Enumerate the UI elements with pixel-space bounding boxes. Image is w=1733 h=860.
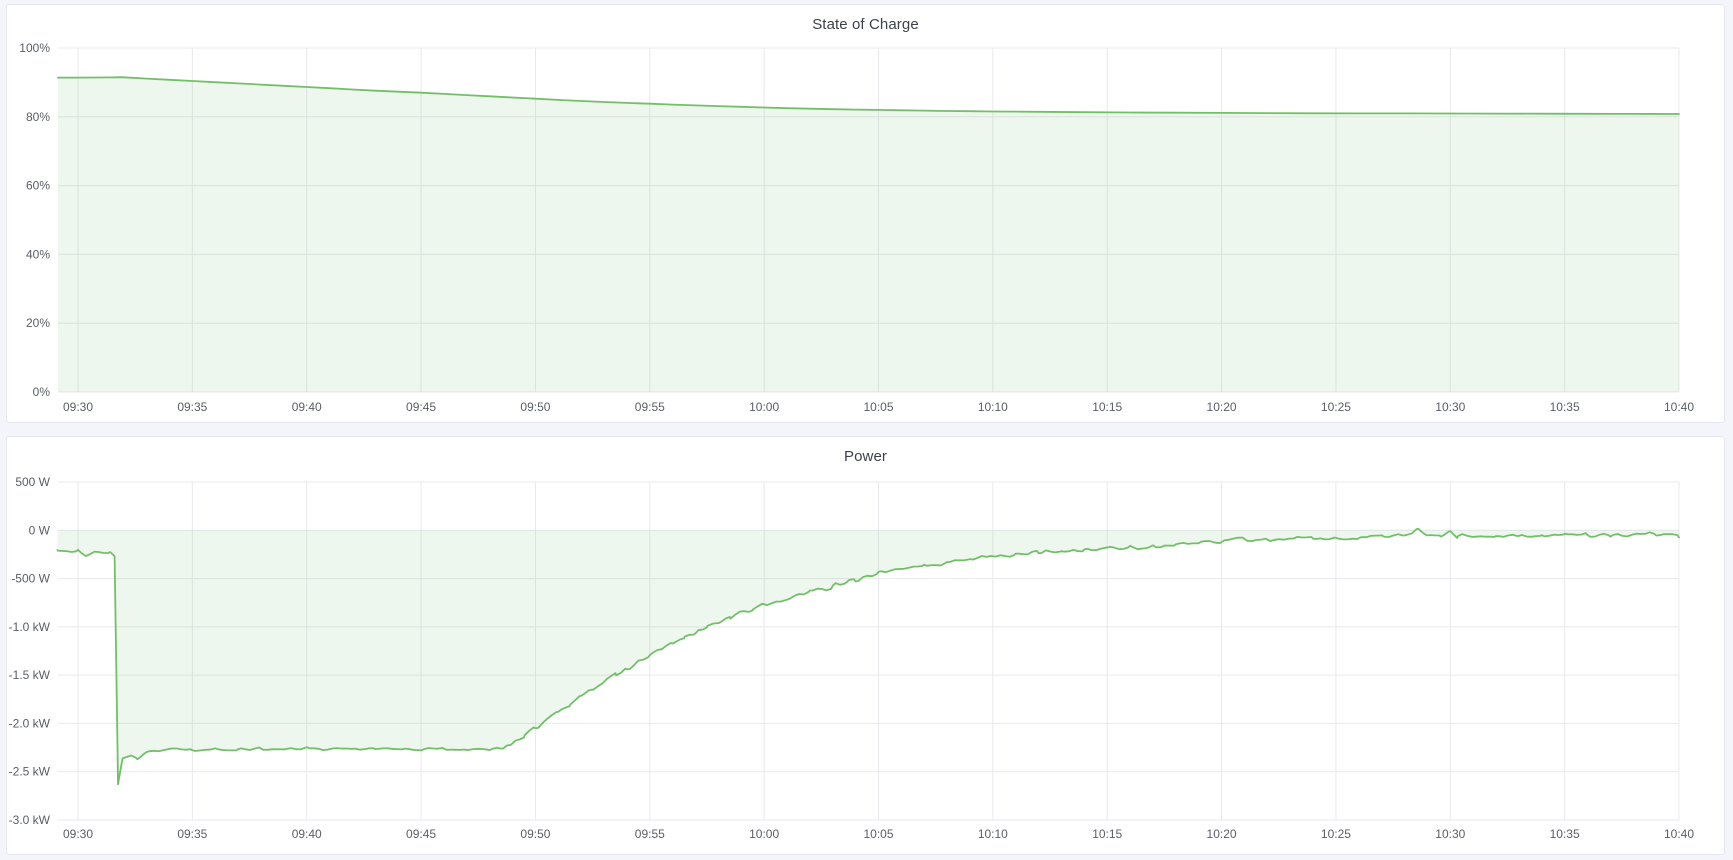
x-tick-label: 09:30	[63, 400, 93, 414]
y-tick-label: -2.0 kW	[9, 716, 51, 730]
series-fill	[57, 528, 1679, 785]
y-tick-label: 0%	[33, 385, 51, 399]
panel-title-state-of-charge[interactable]: State of Charge	[812, 16, 919, 33]
y-tick-label: -1.5 kW	[9, 668, 51, 682]
panel-power: 09:30 09:35 09:40 09:45 09:50 09:55 10:00 10:05…	[6, 436, 1725, 855]
x-tick-label: 09:45	[406, 400, 436, 414]
panel-title-power[interactable]: Power	[843, 448, 888, 465]
x-tick-label: 10:35	[1550, 827, 1580, 841]
x-tick-label: 10:25	[1321, 827, 1351, 841]
series-line	[56, 527, 1680, 786]
x-tick-label: 10:15	[1092, 400, 1122, 414]
y-tick-label: -2.5 kW	[9, 765, 51, 779]
x-tick-label: 09:50	[520, 400, 550, 414]
x-tick-label: 10:25	[1321, 400, 1351, 414]
x-tick-label: 10:30	[1435, 827, 1465, 841]
state-of-charge-chart[interactable]: 09:30 09:35 09:40 09:45 09:50 09:55 10:00 10:05…	[7, 5, 1724, 422]
x-tick-label: 10:40	[1664, 827, 1694, 841]
x-tick-label: 09:40	[292, 400, 322, 414]
x-tick-label: 10:40	[1664, 400, 1694, 414]
panel-state-of-charge: 09:30 09:35 09:40 09:45 09:50 09:55 10:00 10:05…	[6, 4, 1725, 423]
x-tick-label: 10:05	[863, 827, 893, 841]
y-tick-label: 20%	[26, 316, 50, 330]
x-tick-label: 09:40	[292, 827, 322, 841]
x-tick-label: 09:55	[635, 827, 665, 841]
y-tick-label: 100%	[19, 41, 50, 55]
series-line	[57, 76, 1680, 115]
x-tick-label: 09:50	[520, 827, 550, 841]
y-tick-label: 500 W	[15, 475, 50, 489]
x-tick-label: 10:20	[1207, 400, 1237, 414]
x-tick-label: 10:15	[1092, 827, 1122, 841]
x-tick-label: 10:35	[1550, 400, 1580, 414]
series-fill	[58, 77, 1679, 392]
y-tick-label: 60%	[26, 179, 50, 193]
x-tick-label: 10:00	[749, 827, 779, 841]
x-tick-label: 10:20	[1207, 827, 1237, 841]
power-chart[interactable]: 09:30 09:35 09:40 09:45 09:50 09:55 10:00 10:05…	[7, 437, 1724, 854]
y-tick-label: 0 W	[29, 523, 51, 537]
x-tick-label: 10:00	[749, 400, 779, 414]
x-tick-label: 10:05	[863, 400, 893, 414]
x-tick-label: 10:10	[978, 400, 1008, 414]
x-tick-label: 10:10	[978, 827, 1008, 841]
x-tick-label: 09:35	[177, 400, 207, 414]
y-tick-label: -1.0 kW	[9, 620, 51, 634]
x-tick-label: 09:30	[63, 827, 93, 841]
x-tick-label: 09:45	[406, 827, 436, 841]
x-tick-label: 10:30	[1435, 400, 1465, 414]
y-tick-label: 80%	[26, 110, 50, 124]
x-tick-label: 09:55	[635, 400, 665, 414]
y-tick-label: -3.0 kW	[9, 813, 51, 827]
y-tick-label: -500 W	[11, 572, 50, 586]
y-tick-label: 40%	[26, 247, 50, 261]
x-tick-label: 09:35	[177, 827, 207, 841]
